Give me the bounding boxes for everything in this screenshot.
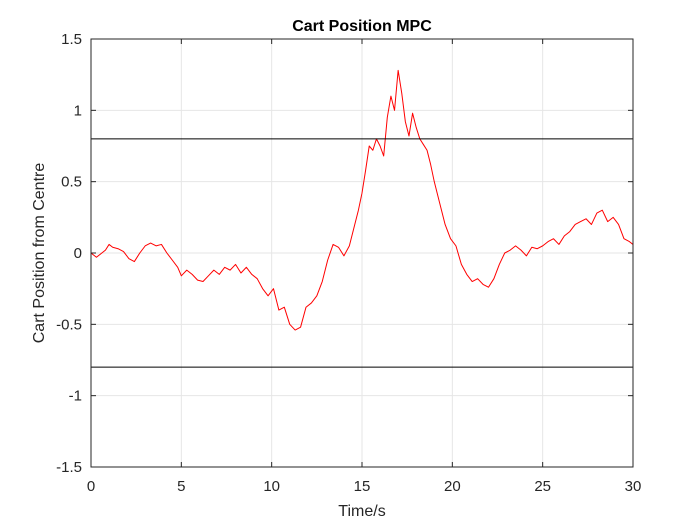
y-tick-label: 0 bbox=[74, 245, 82, 262]
x-tick-label: 10 bbox=[263, 478, 280, 495]
x-tick-label: 25 bbox=[534, 478, 551, 495]
series-layer bbox=[90, 69, 634, 368]
x-tick-label: 0 bbox=[87, 478, 95, 495]
y-tick-label: -0.5 bbox=[56, 316, 82, 333]
y-tick-label: -1 bbox=[69, 388, 82, 405]
x-tick-label: 30 bbox=[625, 478, 642, 495]
y-tick-label: 1 bbox=[74, 102, 82, 119]
y-tick-label: 0.5 bbox=[61, 174, 82, 191]
x-tick-label: 20 bbox=[444, 478, 461, 495]
tick-labels: 0 5 10 15 20 25 30 -1.5 -1 -0.5 0 0.5 1 1.5 bbox=[56, 31, 641, 495]
x-tick-label: 15 bbox=[354, 478, 371, 495]
x-tick-label: 5 bbox=[177, 478, 185, 495]
cart-position-line bbox=[90, 69, 634, 331]
chart-title: Cart Position MPC bbox=[292, 18, 432, 35]
y-tick-label: 1.5 bbox=[61, 31, 82, 48]
y-tick-label: -1.5 bbox=[56, 459, 82, 476]
x-axis-label: Time/s bbox=[338, 503, 385, 520]
y-axis-label: Cart Position from Centre bbox=[31, 163, 48, 344]
ticks bbox=[90, 38, 634, 468]
